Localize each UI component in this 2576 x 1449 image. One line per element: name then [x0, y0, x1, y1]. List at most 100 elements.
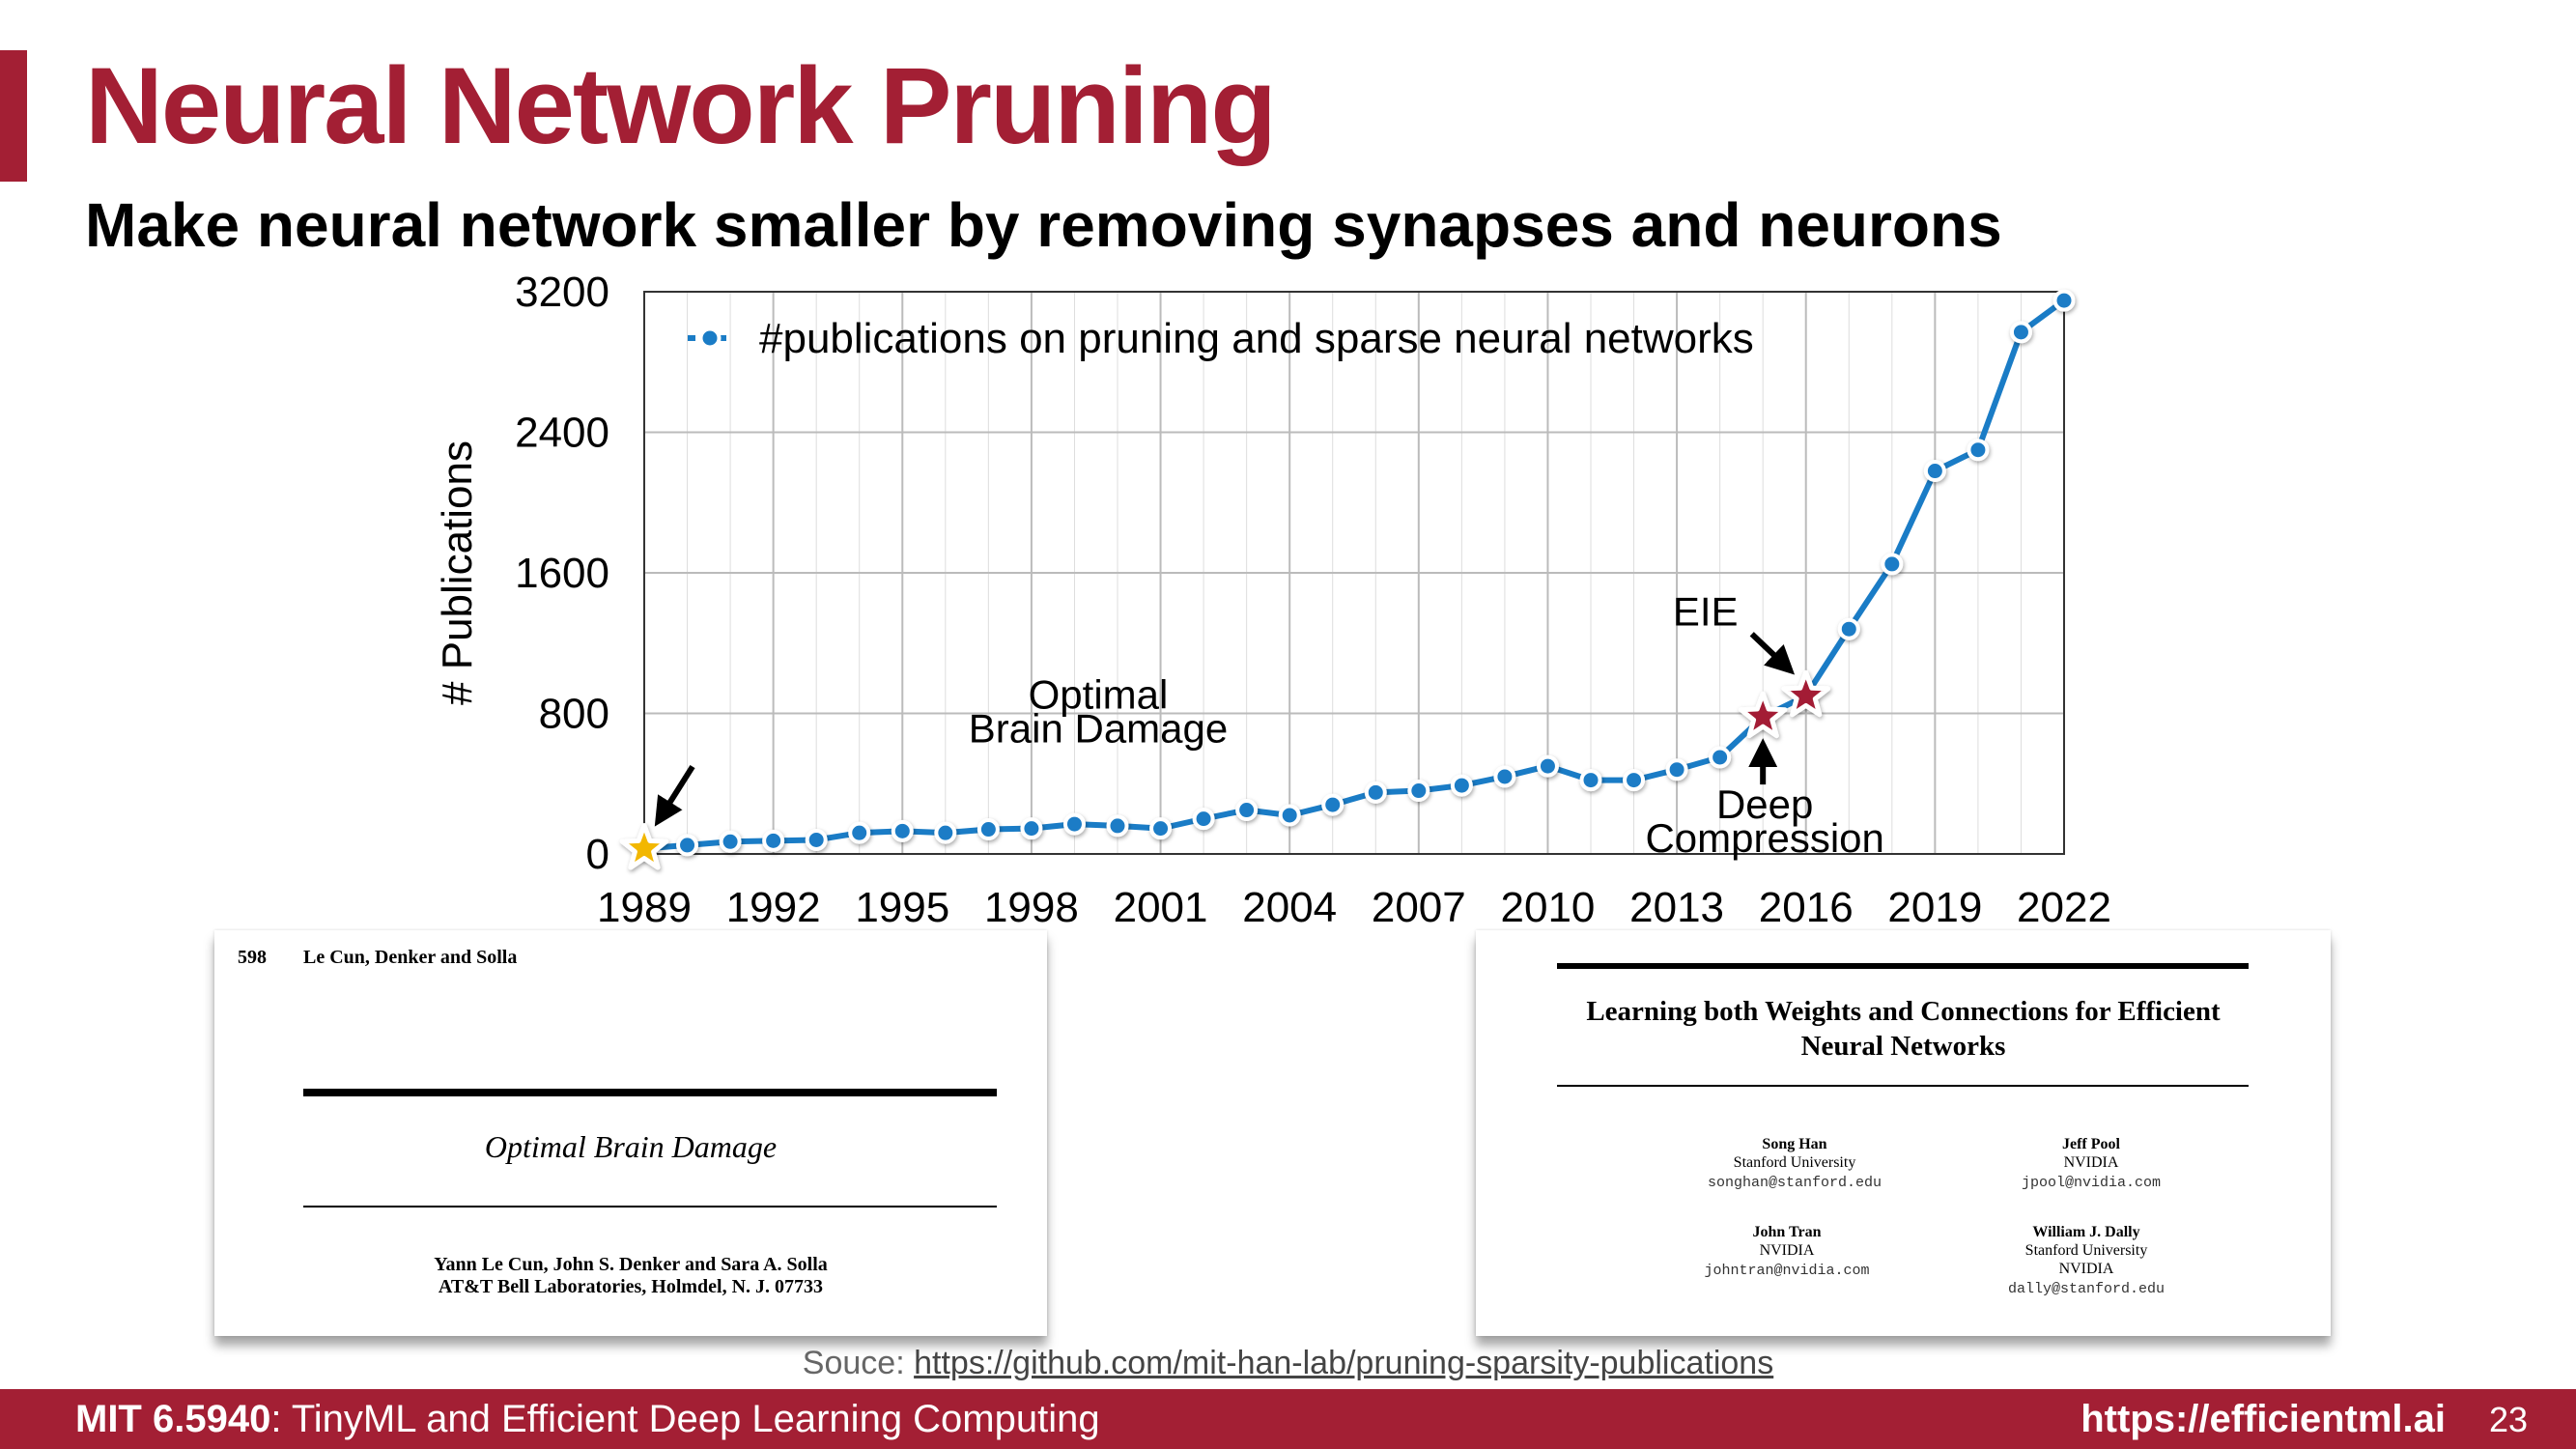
x-tick-label: 2010	[1501, 884, 1596, 927]
title-accent-bar	[0, 50, 27, 182]
legend-label: #publications on pruning and sparse neur…	[759, 315, 1754, 362]
data-point	[977, 818, 1000, 841]
data-point	[762, 829, 785, 852]
legend-marker	[698, 327, 722, 350]
y-tick-label: 0	[586, 831, 609, 878]
data-point	[2009, 321, 2032, 344]
data-point	[1923, 460, 1946, 483]
data-point	[934, 821, 957, 844]
data-point	[1881, 553, 1904, 576]
annotation-label-deep-compression: Compression	[1645, 815, 1883, 861]
chart-grid	[643, 291, 2065, 855]
eie-star	[1781, 669, 1831, 718]
data-point	[1709, 746, 1732, 769]
author-affiliation: NVIDIA	[2063, 1154, 2119, 1171]
paper-title: Optimal Brain Damage	[484, 1129, 778, 1164]
data-point	[1235, 799, 1259, 822]
data-point	[1579, 769, 1602, 792]
annotation-label-eie: EIE	[1673, 588, 1739, 634]
x-tick-label: 2007	[1372, 884, 1466, 927]
y-tick-label: 1600	[515, 550, 609, 597]
footer-course: MIT 6.5940: TinyML and Efficient Deep Le…	[75, 1398, 1100, 1441]
annotation-arrow-obd	[654, 764, 695, 827]
paper-page-number: 598	[238, 947, 267, 968]
data-point	[1450, 774, 1473, 797]
data-point	[1837, 617, 1860, 640]
optimal-brain-damage-star	[619, 823, 669, 870]
slide-title: Neural Network Pruning	[85, 45, 1277, 166]
data-point	[1278, 804, 1301, 827]
footer-site-link[interactable]: https://efficientml.ai	[2081, 1398, 2446, 1440]
data-point	[1106, 814, 1129, 838]
paper-authors: Yann Le Cun, John S. Denker and Sara A. …	[434, 1254, 828, 1275]
data-point	[805, 828, 828, 851]
footer-bar: MIT 6.5940: TinyML and Efficient Deep Le…	[0, 1389, 2576, 1449]
data-point	[848, 821, 871, 844]
x-tick-label: 2019	[1887, 884, 1982, 927]
footer-course-name: : TinyML and Efficient Deep Learning Com…	[270, 1398, 1100, 1440]
footer-course-code: MIT 6.5940	[75, 1398, 271, 1440]
x-tick-label: 1992	[726, 884, 821, 927]
author-name: John Tran	[1752, 1224, 1822, 1240]
author-email: dally@stanford.edu	[2007, 1281, 2166, 1297]
data-point	[1364, 781, 1387, 804]
paper-bottom-rule	[303, 1206, 997, 1208]
source-link[interactable]: https://github.com/mit-han-lab/pruning-s…	[914, 1345, 1774, 1381]
x-tick-label: 1998	[984, 884, 1079, 927]
x-tick-label: 1995	[855, 884, 949, 927]
author-affiliation: Stanford University	[1733, 1154, 1856, 1171]
author-email: songhan@stanford.edu	[1707, 1175, 1882, 1191]
data-point	[1192, 808, 1215, 831]
author-name: Song Han	[1762, 1136, 1827, 1152]
y-tick-label: 800	[539, 691, 609, 738]
data-point	[1493, 765, 1516, 788]
slide-subtitle: Make neural network smaller by removing …	[85, 190, 2002, 260]
publications-line-chart: 0 800 1600 2400 3200 1989 1992 1995 1998 2001 2004…	[434, 269, 2111, 927]
y-axis-label: # Publications	[434, 440, 481, 705]
annotation-label-obd: Brain Damage	[969, 706, 1228, 752]
paper-deep-compression: Learning both Weights and Connections fo…	[1476, 930, 2331, 1336]
x-tick-label: 2001	[1114, 884, 1208, 927]
author-name: Jeff Pool	[2062, 1136, 2120, 1152]
data-point	[1062, 812, 1086, 836]
y-tick-label: 2400	[515, 410, 609, 457]
data-point	[676, 834, 699, 857]
paper-top-rule	[303, 1089, 997, 1096]
source-citation: Souce: https://github.com/mit-han-lab/pr…	[0, 1345, 2576, 1382]
author-email: jpool@nvidia.com	[2021, 1175, 2162, 1191]
paper-running-head: Le Cun, Denker and Solla	[303, 947, 518, 968]
data-point	[719, 830, 742, 853]
page-number: 23	[2488, 1400, 2528, 1439]
paper-title-line2: Neural Networks	[1800, 1031, 2006, 1062]
paper-affiliation: AT&T Bell Laboratories, Holmdel, N. J. 0…	[438, 1276, 824, 1297]
data-point	[1967, 439, 1990, 462]
paper-title-line1: Learning both Weights and Connections fo…	[1586, 996, 2221, 1027]
paper-top-rule	[1557, 963, 2249, 969]
author-affiliation: Stanford University	[2024, 1242, 2148, 1259]
author-email: johntran@nvidia.com	[1704, 1263, 1870, 1279]
plot-frame	[643, 291, 2065, 855]
data-point	[1149, 817, 1173, 840]
data-point	[1321, 793, 1345, 816]
x-tick-label: 2022	[2017, 884, 2111, 927]
data-point	[1623, 769, 1646, 792]
x-tick-label: 2013	[1629, 884, 1724, 927]
paper-bottom-rule	[1557, 1085, 2249, 1087]
author-name: William J. Dally	[2032, 1224, 2140, 1240]
data-point	[1020, 817, 1043, 840]
data-point	[1536, 754, 1559, 778]
annotation-arrow-eie	[1749, 632, 1796, 675]
data-point	[1407, 780, 1430, 803]
data-point	[1665, 758, 1688, 781]
x-tick-label: 2016	[1759, 884, 1854, 927]
x-tick-label: 1989	[597, 884, 692, 927]
annotation-label-obd: Optimal	[1029, 672, 1169, 718]
annotation-label-deep-compression: Deep	[1716, 781, 1813, 827]
x-tick-label: 2004	[1242, 884, 1337, 927]
author-affiliation: NVIDIA	[1759, 1242, 1815, 1259]
deep-compression-star	[1738, 691, 1788, 739]
data-point	[2052, 289, 2076, 312]
series-line	[643, 298, 2066, 852]
data-point	[891, 819, 914, 842]
author-affiliation: NVIDIA	[2058, 1261, 2114, 1277]
